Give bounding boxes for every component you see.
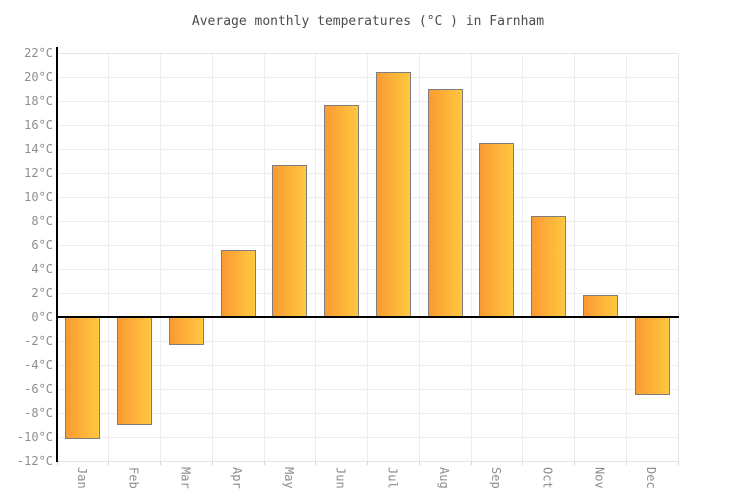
x-tick-label-jul: Jul [385,467,400,489]
x-tick-mark [211,462,213,465]
x-tick-mark [522,462,524,465]
y-tick-label: 4°C [31,262,53,276]
y-tick-label: -8°C [24,406,53,420]
x-tick-mark [574,462,575,465]
chart-title: Average monthly temperatures (°C ) in Fa… [191,14,545,29]
x-tick-mark [677,462,679,465]
x-tick-mark [108,462,110,465]
v-gridline [418,53,420,461]
zero-line [57,316,679,318]
y-tick-label: 20°C [24,70,53,84]
v-gridline [625,53,627,461]
x-tick-label-jan: Jan [74,467,89,489]
y-tick-label: 14°C [24,142,53,156]
x-tick-mark [263,462,265,465]
x-tick-label-aug: Aug [437,467,452,489]
y-tick-label: -6°C [24,382,53,396]
bar-aug [427,89,463,317]
y-tick-label: 8°C [31,214,53,228]
y-tick-label: 16°C [24,118,53,132]
y-tick-label: 2°C [31,286,53,300]
bar-jul [375,72,411,317]
y-tick-label: 12°C [24,166,53,180]
x-tick-mark [367,462,368,465]
x-tick-label-may: May [281,467,296,489]
plot-border-top [57,52,679,54]
bar-nov [582,295,618,317]
x-tick-label-nov: Nov [592,467,607,489]
y-tick-label: -2°C [24,334,53,348]
y-tick-label: -10°C [16,430,53,444]
v-gridline [574,53,575,461]
y-tick-label: 18°C [24,94,53,108]
y-tick-label: -12°C [16,454,53,468]
plot-border-right [678,53,679,461]
x-tick-mark [470,462,472,465]
x-tick-label-apr: Apr [230,467,245,489]
y-tick-label: 6°C [31,238,53,252]
v-gridline [108,53,110,461]
bar-may [272,164,308,317]
v-gridline [315,53,317,461]
bar-jan [65,317,101,440]
y-tick-label: -4°C [24,358,53,372]
x-tick-label-feb: Feb [126,467,141,489]
v-gridline [470,53,472,461]
x-tick-mark [625,462,627,465]
v-gridline [263,53,265,461]
bar-mar [168,317,204,345]
v-gridline [522,53,524,461]
v-gridline [211,53,213,461]
bar-apr [220,249,256,317]
x-tick-mark [56,462,58,465]
plot-border-bottom [57,461,679,462]
bar-sep [479,143,515,317]
x-tick-mark [315,462,317,465]
y-axis-line [56,47,58,462]
x-tick-label-sep: Sep [488,467,503,489]
y-tick-label: 10°C [24,190,53,204]
bar-oct [531,216,567,317]
x-tick-label-mar: Mar [178,467,193,489]
y-tick-label: 0°C [31,310,53,324]
bar-jun [324,104,360,317]
bar-feb [117,317,153,425]
x-tick-label-oct: Oct [540,467,555,489]
x-tick-mark [418,462,420,465]
v-gridline [160,53,161,461]
v-gridline [367,53,368,461]
x-tick-mark [160,462,161,465]
x-tick-label-jun: Jun [333,467,348,489]
x-tick-label-dec: Dec [644,467,659,489]
bar-dec [634,317,670,395]
y-tick-label: 22°C [24,46,53,60]
